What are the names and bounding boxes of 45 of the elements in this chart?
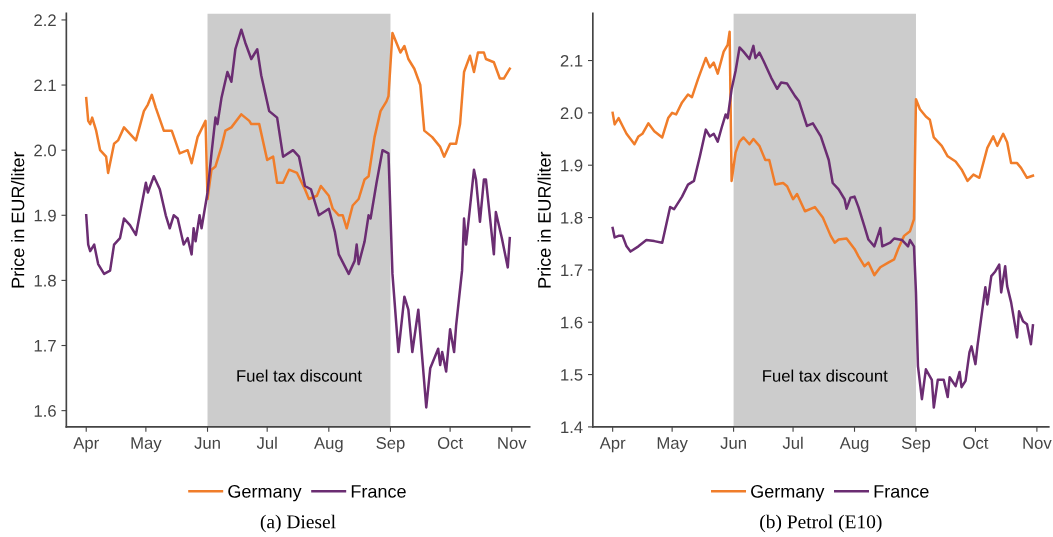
legend-label: France (874, 485, 929, 498)
y-tick-label: 1.9 (34, 209, 56, 222)
x-tick-label: Aug (314, 437, 343, 453)
y-axis-title: Price in EUR/liter (11, 151, 25, 288)
x-tick-label: Nov (1023, 437, 1052, 449)
y-tick-label: 2.1 (34, 79, 56, 92)
line-series (84, 28, 512, 409)
legend-label: Germany (228, 484, 302, 502)
y-tick-label: 1.9 (561, 159, 583, 172)
band-label: Fuel tax discount (763, 369, 888, 382)
x-tick-label: Jun (194, 437, 220, 449)
x-tick-label: Jul (782, 436, 803, 449)
x-tick-label: Sep (901, 437, 931, 453)
text: (a) Diesel (260, 514, 336, 533)
legend-label: France (351, 485, 406, 498)
x-tick-label: Oct (963, 437, 989, 449)
line-series (611, 30, 1035, 277)
text: (b) Petrol (E10) (760, 514, 882, 533)
y-tick-label: 2.0 (34, 144, 56, 157)
y-tick-label: 2.2 (34, 14, 56, 26)
legend-label: Germany (751, 484, 825, 502)
y-axis-title: Price in EUR/liter (537, 151, 551, 288)
y-tick-label: 1.8 (34, 274, 56, 287)
x-tick-label: Nov (498, 437, 527, 449)
y-tick-label: 2.1 (560, 54, 583, 67)
y-tick-label: 1.5 (561, 369, 583, 381)
x-tick-label: Apr (73, 437, 99, 453)
y-tick-label: 1.7 (561, 264, 583, 276)
x-tick-label: Aug (839, 437, 869, 453)
x-tick-label: Sep (376, 437, 405, 453)
y-tick-label: 2.0 (560, 107, 583, 120)
x-tick-label: Jun (720, 437, 746, 449)
line-series (611, 44, 1035, 409)
y-tick-label: 1.8 (561, 211, 583, 224)
line-series (84, 31, 512, 230)
x-tick-label: May (657, 437, 688, 453)
x-tick-label: Jul (256, 436, 277, 449)
y-tick-label: 1.4 (561, 421, 583, 433)
band-label: Fuel tax discount (237, 369, 362, 382)
x-tick-label: May (131, 437, 162, 453)
x-tick-label: Apr (599, 437, 626, 453)
x-tick-label: Oct (437, 437, 463, 449)
y-tick-label: 1.7 (34, 340, 56, 352)
y-tick-label: 1.6 (561, 316, 583, 329)
y-tick-label: 1.6 (34, 405, 56, 417)
